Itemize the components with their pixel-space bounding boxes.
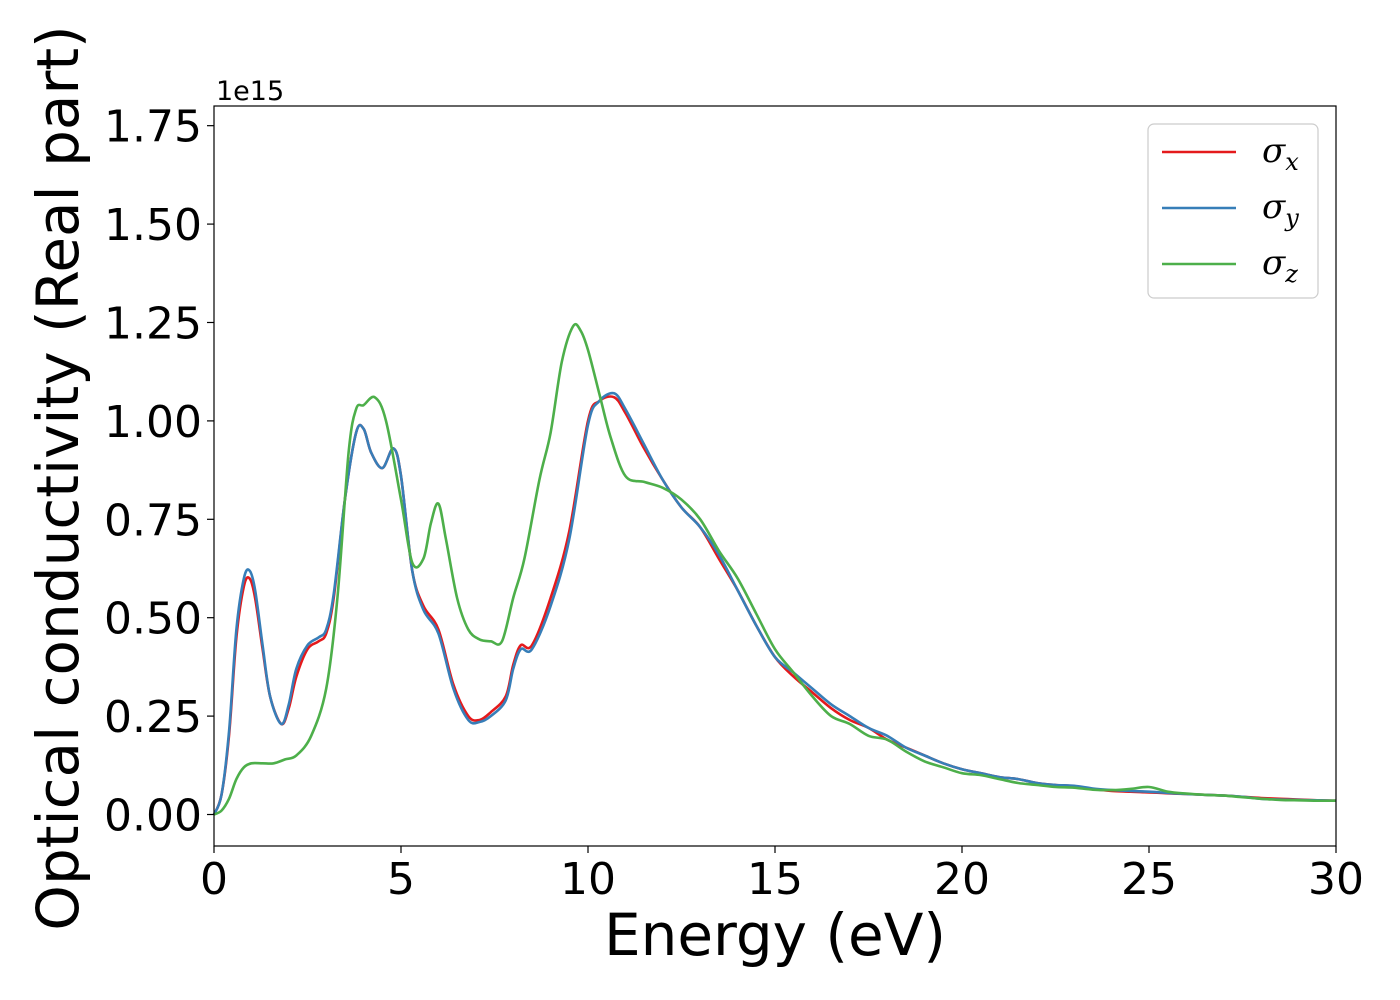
legend-box	[1147, 123, 1319, 299]
y-axis: 0.00 0.25 0.50 0.75 1.00 1.25 1.50 1.75	[104, 102, 214, 842]
y-tick-label: 0.25	[104, 692, 202, 743]
y-tick-label: 0.75	[104, 495, 202, 546]
y-tick-label: 1.50	[104, 200, 202, 251]
x-tick-label: 5	[387, 854, 415, 905]
y-tick-label: 1.00	[104, 397, 202, 448]
y-tick-label: 1.75	[104, 102, 202, 153]
x-tick-label: 25	[1121, 854, 1177, 905]
y-tick-label: 0.00	[104, 791, 202, 842]
x-tick-label: 20	[934, 854, 990, 905]
x-tick-label: 10	[560, 854, 616, 905]
x-tick-label: 15	[747, 854, 803, 905]
series-layer	[212, 322, 1337, 816]
x-axis-title: Energy (eV)	[604, 901, 946, 969]
y-axis-offset-label: 1e15	[216, 76, 284, 107]
y-tick-label: 0.50	[104, 594, 202, 645]
x-tick-label: 0	[200, 854, 228, 905]
y-tick-label: 1.25	[104, 298, 202, 349]
series-line-z	[213, 322, 1337, 816]
x-axis: 0 5 10 15 20 25 30	[200, 846, 1364, 905]
y-axis-title: Optical conductivity (Real part)	[24, 25, 92, 930]
x-tick-label: 30	[1308, 854, 1364, 905]
